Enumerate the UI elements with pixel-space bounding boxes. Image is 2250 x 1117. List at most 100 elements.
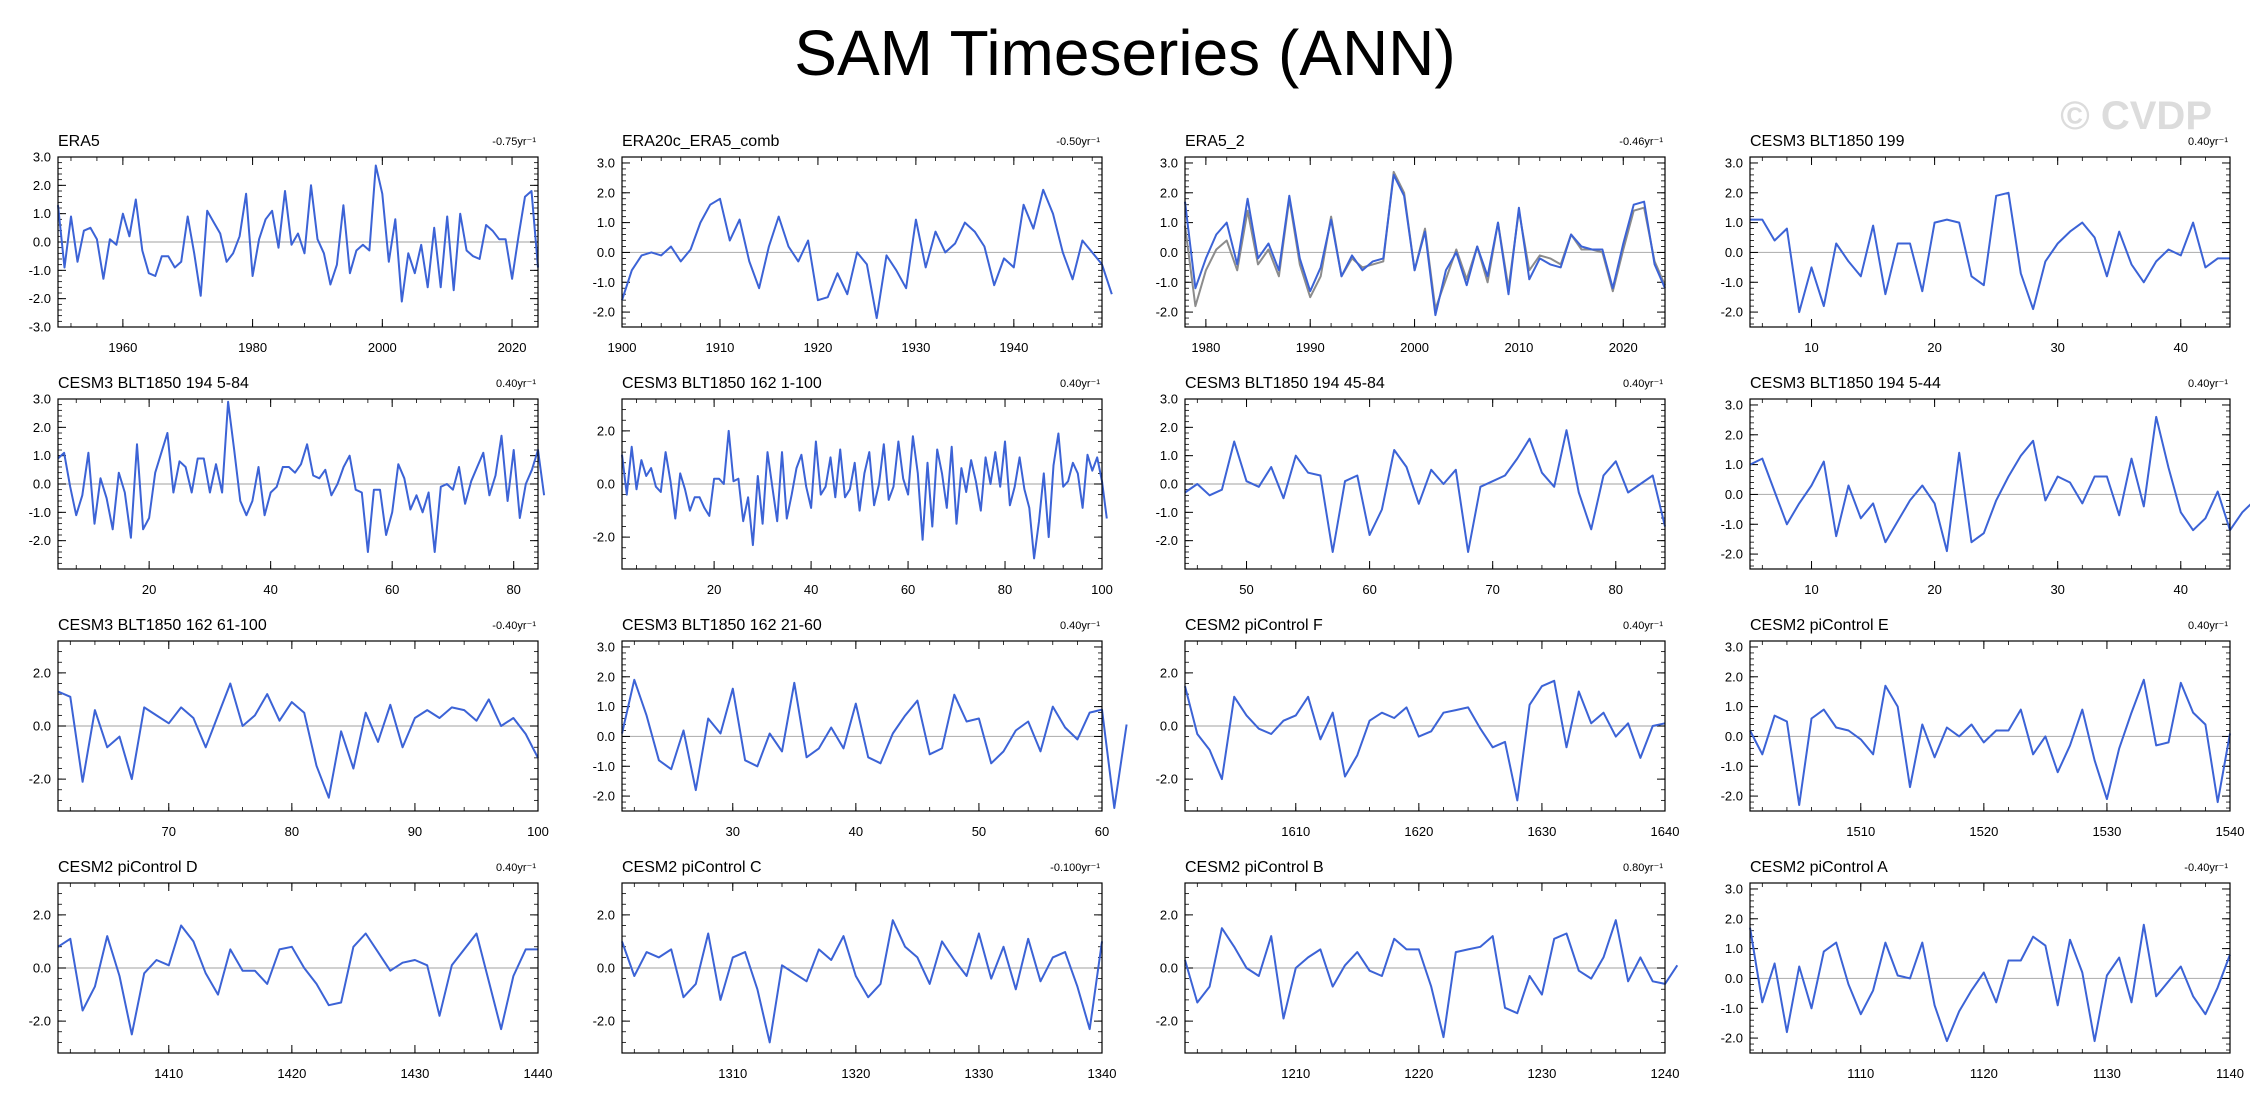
y-tick-label: 0.0 (1160, 477, 1178, 492)
x-tick-label: 1340 (1088, 1066, 1117, 1081)
trend-label: -0.75yr⁻¹ (492, 136, 536, 148)
panel-cesm2-picontrol-f: CESM2 piControl F 0.40yr⁻¹ -2.0 0.0 2.0 1610 1… (1156, 617, 1680, 839)
y-tick-label: -1.0 (1721, 759, 1743, 774)
x-tick-label: 40 (2174, 340, 2188, 355)
x-tick-label: 1620 (1404, 824, 1433, 839)
y-tick-label: 0.0 (1160, 245, 1178, 260)
trend-label: 0.40yr⁻¹ (1623, 620, 1663, 632)
panel-title: CESM3 BLT1850 199 (1750, 133, 1905, 150)
y-tick-label: 1.0 (1725, 215, 1743, 230)
panel-era20c-era5-comb: ERA20c_ERA5_comb -0.50yr⁻¹ -2.0 -1.0 0.0 1.0 2… (593, 133, 1113, 355)
y-tick-label: 1.0 (597, 699, 615, 714)
series-line (1749, 415, 2250, 553)
y-tick-label: 0.0 (33, 235, 51, 250)
panel-title: CESM2 piControl F (1185, 617, 1323, 634)
y-tick-label: 3.0 (1725, 155, 1743, 170)
x-tick-label: 1910 (705, 340, 734, 355)
series-line (1750, 191, 2230, 314)
x-tick-label: 2020 (1609, 340, 1638, 355)
x-tick-label: 20 (1927, 582, 1941, 597)
x-tick-label: 1980 (238, 340, 267, 355)
y-tick-label: 0.0 (597, 961, 615, 976)
y-tick-label: 2.0 (597, 907, 615, 922)
series-line (1749, 923, 2231, 1043)
y-tick-label: 2.0 (1160, 907, 1178, 922)
trend-label: 0.40yr⁻¹ (1060, 378, 1100, 390)
y-tick-label: -1.0 (593, 275, 615, 290)
x-tick-label: 40 (263, 582, 277, 597)
trend-label: -0.40yr⁻¹ (492, 620, 536, 632)
y-tick-label: -2.0 (593, 1014, 615, 1029)
panel-cesm2-picontrol-c: CESM2 piControl C -0.100yr⁻¹ -2.0 0.0 2.0 131… (593, 859, 1117, 1081)
x-tick-label: 1980 (1191, 340, 1220, 355)
y-tick-label: -2.0 (1156, 772, 1178, 787)
y-tick-label: 2.0 (1725, 185, 1743, 200)
x-tick-label: 1520 (1969, 824, 1998, 839)
trend-label: 0.40yr⁻¹ (1060, 620, 1100, 632)
x-tick-label: 1940 (999, 340, 1028, 355)
y-tick-label: 3.0 (1725, 639, 1743, 654)
y-tick-label: 0.0 (1725, 245, 1743, 260)
panel-title: CESM2 piControl E (1750, 617, 1889, 634)
plot-frame (1749, 640, 2231, 812)
series-line (57, 924, 538, 1036)
series-line (57, 164, 539, 303)
y-tick-label: -1.0 (29, 505, 51, 520)
x-tick-label: 1530 (2092, 824, 2121, 839)
series-line (1184, 429, 1666, 553)
x-tick-label: 1610 (1281, 824, 1310, 839)
y-tick-label: 2.0 (33, 178, 51, 193)
panel-cesm3-blt1850-199: CESM3 BLT1850 199 0.40yr⁻¹ -2.0 -1.0 0.0 1.0 2… (1721, 133, 2231, 355)
y-tick-label: 3.0 (33, 150, 51, 165)
x-tick-label: 1220 (1404, 1066, 1433, 1081)
series-line (1184, 919, 1679, 1039)
x-tick-label: 10 (1804, 582, 1818, 597)
panel-cesm2-picontrol-d: CESM2 piControl D 0.40yr⁻¹ -2.0 0.0 2.0 1410 1… (29, 859, 553, 1081)
plot-frame (1184, 882, 1666, 1054)
x-tick-label: 1990 (1296, 340, 1325, 355)
x-tick-label: 40 (2174, 582, 2188, 597)
x-tick-label: 30 (2050, 340, 2064, 355)
y-tick-label: 0.0 (597, 245, 615, 260)
series-line (1749, 678, 2231, 806)
y-tick-label: 3.0 (1725, 397, 1743, 412)
panel-cesm3-blt1850-162-1-100: CESM3 BLT1850 162 1-100 0.40yr⁻¹ -2.0 0.0 2.… (593, 375, 1113, 597)
panel-cesm2-picontrol-e: CESM2 piControl E 0.40yr⁻¹ -2.0 -1.0 0.0 1.0 2… (1721, 617, 2245, 839)
x-tick-label: 2000 (1400, 340, 1429, 355)
x-tick-label: 1130 (2093, 1066, 2121, 1081)
watermark: © CVDP (2060, 94, 2212, 138)
panel-era5-2: ERA5_2 -0.46yr⁻¹ -2.0 -1.0 0.0 1.0 2.0 3.0 1980 1… (1156, 133, 1666, 355)
x-tick-label: 100 (527, 824, 549, 839)
panel-cesm3-blt1850-162-61-100: CESM3 BLT1850 162 61-100 -0.40yr⁻¹ -2.0 0.0… (29, 617, 549, 839)
x-tick-label: 1930 (901, 340, 930, 355)
x-tick-label: 100 (1091, 582, 1113, 597)
x-tick-label: 1240 (1651, 1066, 1680, 1081)
x-tick-label: 30 (2050, 582, 2064, 597)
plot-frame (1184, 398, 1666, 570)
x-tick-label: 1410 (154, 1066, 183, 1081)
y-tick-label: 1.0 (1160, 448, 1178, 463)
y-tick-label: 0.0 (1160, 719, 1178, 734)
x-tick-label: 2000 (368, 340, 397, 355)
y-tick-label: 2.0 (33, 420, 51, 435)
series-line (621, 678, 1128, 809)
y-tick-label: -1.0 (1721, 517, 1743, 532)
x-tick-label: 1510 (1846, 824, 1875, 839)
x-tick-label: 20 (707, 582, 721, 597)
y-tick-label: 1.0 (1725, 941, 1743, 956)
y-tick-label: 1.0 (1725, 699, 1743, 714)
trend-label: -0.50yr⁻¹ (1056, 136, 1100, 148)
y-tick-label: -2.0 (593, 305, 615, 320)
panel-cesm2-picontrol-a: CESM2 piControl A -0.40yr⁻¹ -2.0 -1.0 0.0 1.0… (1721, 859, 2244, 1081)
x-tick-label: 10 (1804, 340, 1818, 355)
x-tick-label: 70 (162, 824, 176, 839)
y-tick-label: 1.0 (597, 215, 615, 230)
y-tick-label: 1.0 (1725, 457, 1743, 472)
x-tick-label: 1430 (400, 1066, 429, 1081)
y-tick-label: 2.0 (33, 907, 51, 922)
panel-cesm3-blt1850-194-5-84: CESM3 BLT1850 194 5-84 0.40yr⁻¹ -2.0 -1.0 0.… (29, 375, 546, 597)
x-tick-label: 1420 (277, 1066, 306, 1081)
y-tick-label: 3.0 (1160, 155, 1178, 170)
y-tick-label: -2.0 (1156, 1014, 1178, 1029)
